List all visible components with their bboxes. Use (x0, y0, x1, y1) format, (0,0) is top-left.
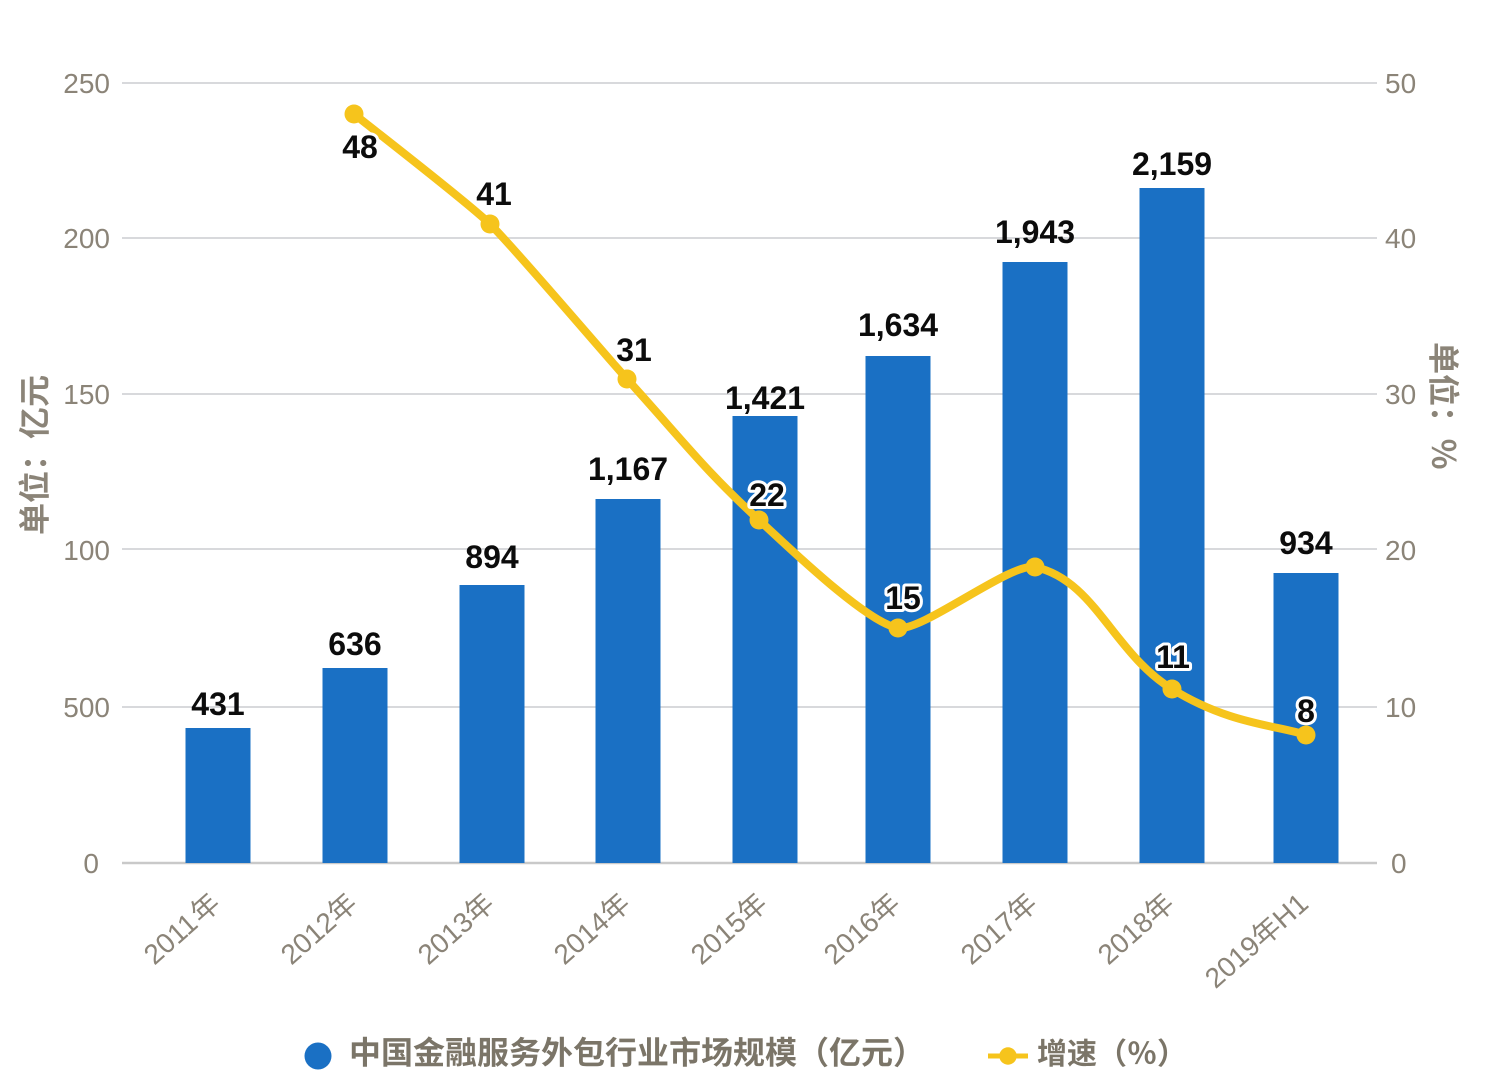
svg-text:40: 40 (1385, 223, 1416, 254)
svg-text:250: 250 (63, 68, 110, 99)
svg-text:0: 0 (83, 848, 99, 879)
svg-text:636: 636 (328, 626, 381, 662)
svg-text:10: 10 (1385, 692, 1416, 723)
svg-text:48: 48 (342, 129, 378, 165)
svg-text:30: 30 (1385, 379, 1416, 410)
svg-text:1,167: 1,167 (588, 451, 668, 487)
svg-text:15: 15 (885, 580, 921, 616)
svg-text:41: 41 (476, 176, 512, 212)
svg-text:0: 0 (1391, 848, 1407, 879)
svg-text:1,943: 1,943 (995, 214, 1075, 250)
svg-text:2,159: 2,159 (1132, 146, 1212, 182)
svg-text:934: 934 (1279, 525, 1333, 561)
svg-text:431: 431 (191, 686, 244, 722)
svg-text:20: 20 (1385, 535, 1416, 566)
svg-text:50: 50 (1385, 68, 1416, 99)
svg-text:894: 894 (465, 539, 519, 575)
svg-text:31: 31 (616, 332, 652, 368)
svg-text:8: 8 (1297, 693, 1315, 729)
svg-text:22: 22 (749, 477, 785, 513)
svg-text:200: 200 (63, 223, 110, 254)
svg-text:500: 500 (63, 692, 110, 723)
svg-text:1,421: 1,421 (725, 380, 805, 416)
svg-text:150: 150 (63, 379, 110, 410)
svg-text:11: 11 (1156, 639, 1190, 675)
svg-text:100: 100 (63, 535, 110, 566)
svg-text:1,634: 1,634 (858, 307, 938, 343)
